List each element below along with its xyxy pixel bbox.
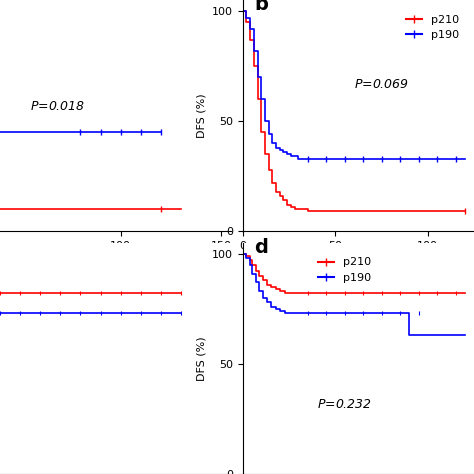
Text: d: d [255, 238, 268, 257]
Text: $P$=0.232: $P$=0.232 [317, 398, 372, 411]
Y-axis label: DFS (%): DFS (%) [197, 93, 207, 138]
Text: $P$=0.018: $P$=0.018 [30, 100, 85, 113]
Text: $P$=0.069: $P$=0.069 [354, 78, 409, 91]
Y-axis label: DFS (%): DFS (%) [197, 336, 207, 381]
X-axis label: Time (months): Time (months) [318, 256, 399, 266]
X-axis label: me (months): me (months) [80, 256, 152, 266]
Text: b: b [255, 0, 268, 14]
Legend: p210, p190: p210, p190 [401, 10, 464, 45]
Legend: p210, p190: p210, p190 [313, 253, 376, 287]
